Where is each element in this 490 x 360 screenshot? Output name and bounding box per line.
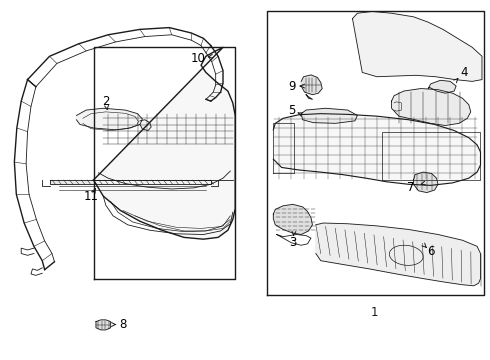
Polygon shape — [306, 95, 313, 99]
Text: 11: 11 — [84, 190, 98, 203]
Polygon shape — [414, 172, 438, 193]
Text: 10: 10 — [191, 51, 206, 64]
Polygon shape — [96, 320, 111, 330]
Text: 8: 8 — [119, 318, 126, 331]
Polygon shape — [140, 120, 151, 131]
Polygon shape — [301, 108, 357, 123]
Text: 3: 3 — [289, 236, 296, 249]
Polygon shape — [49, 180, 211, 184]
Text: 9: 9 — [289, 80, 296, 93]
Polygon shape — [352, 12, 482, 81]
Text: 4: 4 — [460, 66, 467, 79]
Polygon shape — [94, 47, 235, 239]
Polygon shape — [273, 204, 313, 234]
Polygon shape — [316, 223, 481, 286]
Polygon shape — [273, 114, 481, 185]
Polygon shape — [301, 75, 322, 95]
Polygon shape — [392, 89, 471, 126]
Text: 7: 7 — [407, 181, 415, 194]
Text: 2: 2 — [102, 95, 109, 108]
Polygon shape — [428, 80, 456, 93]
Text: 1: 1 — [371, 306, 378, 319]
Text: 6: 6 — [427, 245, 435, 258]
Text: 5: 5 — [288, 104, 295, 117]
Polygon shape — [76, 108, 143, 130]
